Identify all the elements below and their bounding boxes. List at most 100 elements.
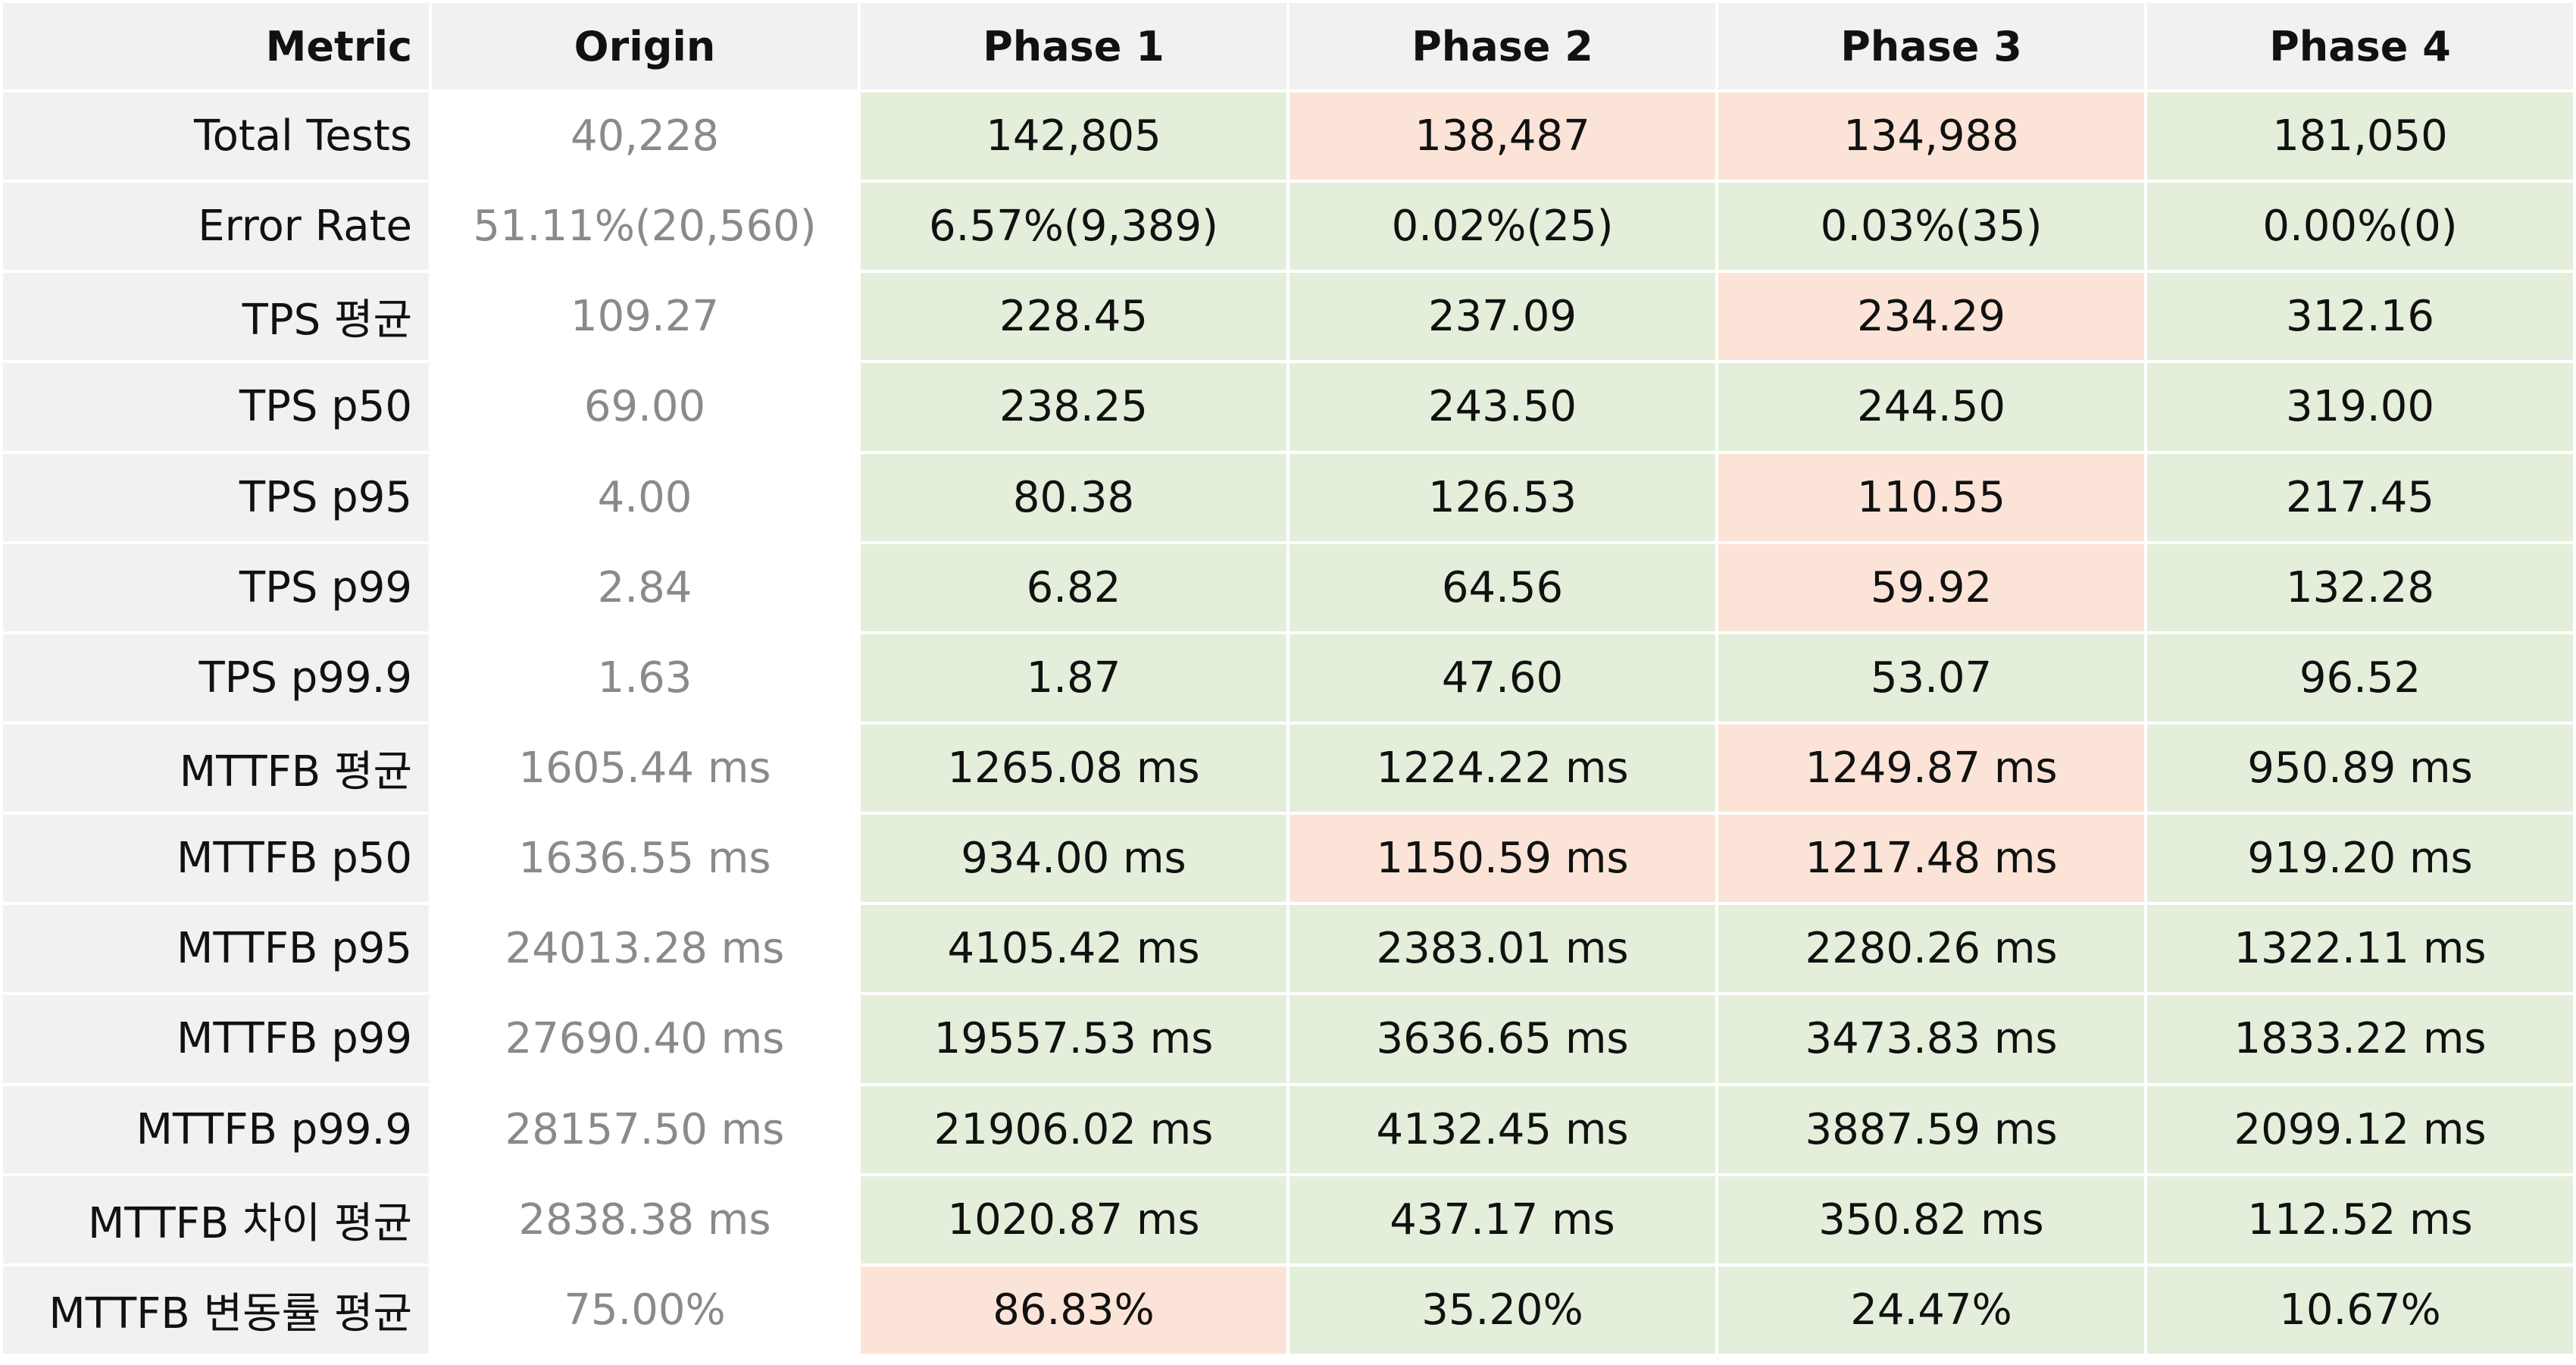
phase-3-value: 1217.48 ms	[1718, 815, 2144, 903]
phase-4-value: 319.00	[2147, 363, 2573, 451]
phase-4-value: 132.28	[2147, 543, 2573, 631]
origin-value: 4.00	[432, 453, 858, 541]
phase-4-value: 217.45	[2147, 453, 2573, 541]
metric-label: TPS p99.9	[3, 634, 429, 722]
phase-3-value: 110.55	[1718, 453, 2144, 541]
metric-label: MTTFB p99.9	[3, 1085, 429, 1173]
column-header-phase-2: Phase 2	[1290, 3, 1715, 89]
origin-value: 1636.55 ms	[432, 815, 858, 903]
phase-4-value: 96.52	[2147, 634, 2573, 722]
phase-4-value: 1833.22 ms	[2147, 995, 2573, 1083]
phase-4-value: 112.52 ms	[2147, 1176, 2573, 1263]
phase-2-value: 4132.45 ms	[1290, 1085, 1715, 1173]
phase-2-value: 437.17 ms	[1290, 1176, 1715, 1263]
phase-3-value: 59.92	[1718, 543, 2144, 631]
origin-value: 1605.44 ms	[432, 724, 858, 812]
phase-1-value: 1020.87 ms	[861, 1176, 1286, 1263]
metric-label: MTTFB 변동률 평균	[3, 1266, 429, 1354]
phase-1-value: 80.38	[861, 453, 1286, 541]
phase-1-value: 1265.08 ms	[861, 724, 1286, 812]
origin-value: 40,228	[432, 92, 858, 180]
phase-3-value: 3887.59 ms	[1718, 1085, 2144, 1173]
phase-1-value: 228.45	[861, 273, 1286, 361]
phase-3-value: 234.29	[1718, 273, 2144, 361]
metric-label: TPS p50	[3, 363, 429, 451]
table-body: Total Tests 40,228 142,805 138,487 134,988 18…	[3, 92, 2573, 1354]
table-row: MTTFB p50 1636.55 ms 934.00 ms 1150.59 ms 12…	[3, 815, 2573, 903]
table-row: TPS p95 4.00 80.38 126.53 110.55 217.45	[3, 453, 2573, 541]
origin-value: 109.27	[432, 273, 858, 361]
phase-2-value: 126.53	[1290, 453, 1715, 541]
column-header-origin: Origin	[432, 3, 858, 89]
phase-4-value: 2099.12 ms	[2147, 1085, 2573, 1173]
phase-1-value: 4105.42 ms	[861, 905, 1286, 993]
table-header: Metric Origin Phase 1 Phase 2 Phase 3 Ph…	[3, 3, 2573, 89]
table-row: MTTFB p99.9 28157.50 ms 21906.02 ms 4132.45…	[3, 1085, 2573, 1173]
table-row: MTTFB 차이 평균 2838.38 ms 1020.87 ms 437.17 ms…	[3, 1176, 2573, 1263]
phase-3-value: 244.50	[1718, 363, 2144, 451]
phase-3-value: 134,988	[1718, 92, 2144, 180]
column-header-phase-1: Phase 1	[861, 3, 1286, 89]
phase-3-value: 2280.26 ms	[1718, 905, 2144, 993]
column-header-phase-4: Phase 4	[2147, 3, 2573, 89]
metric-label: MTTFB p95	[3, 905, 429, 993]
phase-4-value: 181,050	[2147, 92, 2573, 180]
phase-2-value: 243.50	[1290, 363, 1715, 451]
phase-1-value: 142,805	[861, 92, 1286, 180]
metric-label: MTTFB 평균	[3, 724, 429, 812]
metric-label: MTTFB 차이 평균	[3, 1176, 429, 1263]
phase-4-value: 950.89 ms	[2147, 724, 2573, 812]
origin-value: 75.00%	[432, 1266, 858, 1354]
phase-3-value: 53.07	[1718, 634, 2144, 722]
metric-label: MTTFB p99	[3, 995, 429, 1083]
phase-2-value: 138,487	[1290, 92, 1715, 180]
phase-2-value: 64.56	[1290, 543, 1715, 631]
phase-1-value: 238.25	[861, 363, 1286, 451]
table-row: MTTFB p99 27690.40 ms 19557.53 ms 3636.65 m…	[3, 995, 2573, 1083]
table-row: MTTFB 변동률 평균 75.00% 86.83% 35.20% 24.47% 10.6…	[3, 1266, 2573, 1354]
metric-label: Error Rate	[3, 183, 429, 271]
origin-value: 2838.38 ms	[432, 1176, 858, 1263]
phase-4-value: 10.67%	[2147, 1266, 2573, 1354]
origin-value: 2.84	[432, 543, 858, 631]
phase-2-value: 47.60	[1290, 634, 1715, 722]
phase-3-value: 3473.83 ms	[1718, 995, 2144, 1083]
table-row: TPS p50 69.00 238.25 243.50 244.50 319.00	[3, 363, 2573, 451]
table-row: TPS 평균 109.27 228.45 237.09 234.29 312.16	[3, 273, 2573, 361]
phase-3-value: 1249.87 ms	[1718, 724, 2144, 812]
phase-1-value: 19557.53 ms	[861, 995, 1286, 1083]
column-header-phase-3: Phase 3	[1718, 3, 2144, 89]
phase-2-value: 3636.65 ms	[1290, 995, 1715, 1083]
phase-4-value: 0.00%(0)	[2147, 183, 2573, 271]
metric-label: Total Tests	[3, 92, 429, 180]
phase-2-value: 35.20%	[1290, 1266, 1715, 1354]
table-row: TPS p99.9 1.63 1.87 47.60 53.07 96.52	[3, 634, 2573, 722]
origin-value: 69.00	[432, 363, 858, 451]
phase-2-value: 0.02%(25)	[1290, 183, 1715, 271]
phase-1-value: 6.57%(9,389)	[861, 183, 1286, 271]
origin-value: 1.63	[432, 634, 858, 722]
origin-value: 24013.28 ms	[432, 905, 858, 993]
phase-3-value: 0.03%(35)	[1718, 183, 2144, 271]
table-row: Total Tests 40,228 142,805 138,487 134,988 18…	[3, 92, 2573, 180]
table-row: MTTFB p95 24013.28 ms 4105.42 ms 2383.01 ms…	[3, 905, 2573, 993]
column-header-metric: Metric	[3, 3, 429, 89]
table-row: MTTFB 평균 1605.44 ms 1265.08 ms 1224.22 ms 12…	[3, 724, 2573, 812]
phase-4-value: 1322.11 ms	[2147, 905, 2573, 993]
phase-1-value: 86.83%	[861, 1266, 1286, 1354]
phase-2-value: 1224.22 ms	[1290, 724, 1715, 812]
phase-3-value: 24.47%	[1718, 1266, 2144, 1354]
metric-label: MTTFB p50	[3, 815, 429, 903]
phase-2-value: 237.09	[1290, 273, 1715, 361]
table-row: Error Rate 51.11%(20,560) 6.57%(9,389) 0.02…	[3, 183, 2573, 271]
phase-2-value: 2383.01 ms	[1290, 905, 1715, 993]
origin-value: 27690.40 ms	[432, 995, 858, 1083]
phase-4-value: 919.20 ms	[2147, 815, 2573, 903]
phase-1-value: 1.87	[861, 634, 1286, 722]
phase-3-value: 350.82 ms	[1718, 1176, 2144, 1263]
table-row: TPS p99 2.84 6.82 64.56 59.92 132.28	[3, 543, 2573, 631]
phase-2-value: 1150.59 ms	[1290, 815, 1715, 903]
origin-value: 51.11%(20,560)	[432, 183, 858, 271]
metric-label: TPS 평균	[3, 273, 429, 361]
